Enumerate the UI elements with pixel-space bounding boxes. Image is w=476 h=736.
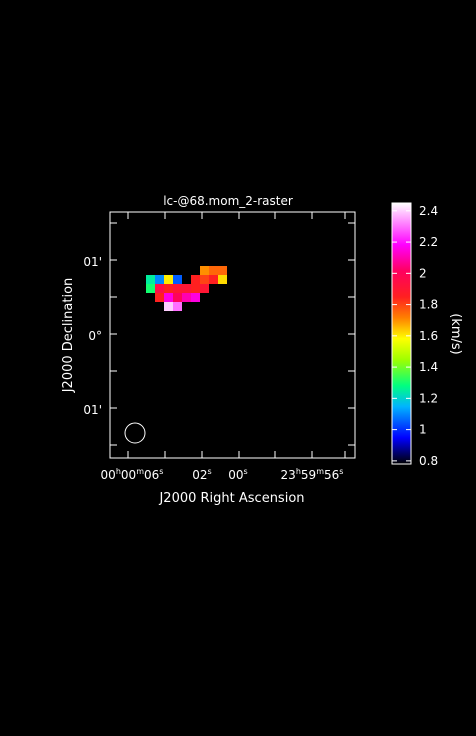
raster-pixel [146,284,155,293]
x-tick-label: 23h59m56s [281,467,344,482]
x-tick-label: 00s [228,467,247,482]
raster-pixel [155,284,164,293]
colorbar-tick-label: 2.2 [419,235,438,249]
colorbar-tick-label: 1.6 [419,329,438,343]
colorbar-ticks: 2.4 2.2 2 1.8 1.6 1.4 1.2 1 0.8 [392,204,438,468]
raster-pixel [182,284,191,293]
raster-pixel [164,284,173,293]
y-tick-label: 01' [83,403,102,417]
raster-pixel [155,275,164,284]
beam-ellipse [124,422,146,444]
raster-pixel [200,266,209,275]
colorbar-tick-label: 1 [419,423,427,437]
raster-pixel [218,266,227,275]
raster-pixel [173,275,182,284]
raster-pixel [218,275,227,284]
raster-pixel [209,266,218,275]
raster-pixel [164,302,173,311]
colorbar-tick-label: 2 [419,266,427,280]
raster-pixel [173,293,182,302]
raster-pixel [182,293,191,302]
x-axis-label: J2000 Right Ascension [158,491,304,506]
raster-pixel [173,302,182,311]
raster-pixel [155,293,164,302]
colorbar-tick-label: 1.2 [419,391,438,405]
colorbar-tick-label: 2.4 [419,204,438,218]
y-tick-label: 01' [83,255,102,269]
raster-pixel [209,275,218,284]
axis-ticks [110,212,355,458]
plot-frame [109,211,356,459]
chart-title: lc-@68.mom_2-raster [163,194,293,208]
colorbar-tick-label: 0.8 [419,454,438,468]
x-tick-label: 02s [192,467,211,482]
raster-pixel [164,275,173,284]
raster-pixel [164,293,173,302]
raster-pixel [200,275,209,284]
x-tick-label: 00h00m06s [101,467,164,482]
raster-pixel [173,284,182,293]
y-axis-label: J2000 Declination [61,278,76,394]
raster-pixel [191,284,200,293]
raster-pixel [191,293,200,302]
colorbar-tick-label: 1.8 [419,298,438,312]
raster-pixel [191,275,200,284]
raster-pixel [146,275,155,284]
raster-pixel [200,284,209,293]
raster-pixels [146,266,227,311]
colorbar-unit-label: (km/s) [448,313,463,355]
y-tick-label: 0° [88,329,102,343]
colorbar-tick-label: 1.4 [419,360,438,374]
